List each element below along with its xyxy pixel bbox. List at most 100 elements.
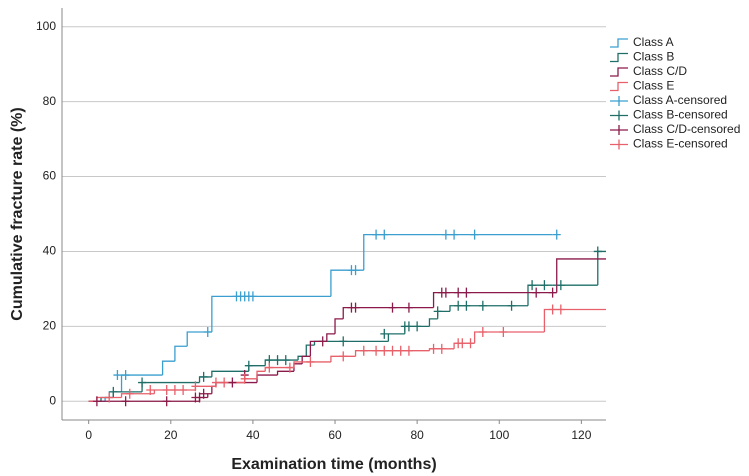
x-tick-label: 0 xyxy=(85,428,92,442)
step-segment xyxy=(334,318,344,334)
y-tick-label: 40 xyxy=(43,244,57,258)
censor-mark xyxy=(240,373,249,384)
legend-label: Class C/D xyxy=(633,64,687,78)
step-segment xyxy=(211,295,331,332)
censor-mark xyxy=(105,392,114,403)
censor-mark xyxy=(454,300,463,311)
censor-mark xyxy=(318,336,327,347)
x-tick-label: 40 xyxy=(246,428,260,442)
step-segment xyxy=(473,331,545,344)
step-segment xyxy=(437,310,450,319)
step-segment xyxy=(309,340,327,357)
censor-mark xyxy=(548,287,557,298)
y-tick-label: 100 xyxy=(36,19,56,33)
step-segment xyxy=(387,333,405,342)
censor-mark xyxy=(540,280,549,291)
censor-mark xyxy=(92,396,101,407)
y-axis-label: Cumulative fracture rate (%) xyxy=(9,107,26,320)
censor-mark xyxy=(121,396,130,407)
censor-mark xyxy=(199,371,208,382)
censor-mark xyxy=(454,287,463,298)
step-segment xyxy=(597,250,606,286)
legend-swatch xyxy=(610,81,628,92)
step-segment xyxy=(264,366,294,372)
censor-mark xyxy=(437,343,446,354)
step-segment xyxy=(293,361,331,368)
censor-mark xyxy=(281,355,290,366)
step-segment xyxy=(120,393,155,398)
step-segment xyxy=(207,393,212,398)
step-segment xyxy=(428,318,438,327)
step-segment xyxy=(301,355,311,364)
step-segment xyxy=(453,342,475,349)
censor-mark xyxy=(203,326,212,337)
censor-mark xyxy=(441,229,450,240)
step-segment xyxy=(432,292,557,308)
censor-mark xyxy=(552,229,561,240)
step-segment xyxy=(256,370,266,379)
step-segment xyxy=(174,345,188,362)
censor-mark xyxy=(273,355,282,366)
censor-mark xyxy=(113,370,122,381)
step-segment xyxy=(293,363,303,372)
step-segment xyxy=(428,348,455,351)
censor-mark xyxy=(429,343,438,354)
censor-mark xyxy=(339,351,348,362)
legend-label: Class E-censored xyxy=(633,137,728,151)
legend-swatch xyxy=(610,52,628,63)
step-segment xyxy=(211,370,249,377)
step-segment xyxy=(112,391,143,398)
censor-mark xyxy=(372,345,381,356)
censor-mark xyxy=(388,302,397,313)
censor-mark xyxy=(138,377,147,388)
legend-swatch xyxy=(610,125,628,135)
x-tick-label: 80 xyxy=(410,428,424,442)
legend-swatch xyxy=(610,96,628,106)
censor-mark xyxy=(380,328,389,339)
censor-mark xyxy=(396,345,405,356)
censor-mark xyxy=(195,392,204,403)
censor-mark xyxy=(441,287,450,298)
censor-mark xyxy=(593,246,602,257)
step-segment xyxy=(330,355,356,362)
censor-mark xyxy=(478,300,487,311)
step-segment xyxy=(342,306,434,319)
censor-mark xyxy=(191,381,200,392)
censor-mark xyxy=(462,287,471,298)
step-segment xyxy=(354,350,430,357)
censor-mark xyxy=(507,300,516,311)
legend-label: Class B-censored xyxy=(633,108,728,122)
legend-label: Class C/D-censored xyxy=(633,122,740,136)
censor-mark xyxy=(351,302,360,313)
censor-mark xyxy=(458,338,467,349)
censor-mark xyxy=(548,304,557,315)
censor-mark xyxy=(146,385,155,396)
censor-mark xyxy=(372,229,381,240)
step-segment xyxy=(108,391,122,398)
step-segment xyxy=(120,374,163,392)
censor-mark xyxy=(556,280,565,291)
censor-mark xyxy=(265,362,274,373)
x-tick-label: 120 xyxy=(571,428,591,442)
step-segment xyxy=(305,344,315,357)
step-segment xyxy=(198,376,212,383)
censor-mark xyxy=(199,388,208,399)
censor-mark xyxy=(462,300,471,311)
censor-mark xyxy=(179,385,188,396)
censor-mark xyxy=(433,306,442,317)
censor-mark xyxy=(162,385,171,396)
censor-mark xyxy=(556,304,565,315)
censor-mark xyxy=(466,338,475,349)
step-segment xyxy=(449,305,528,312)
censor-mark xyxy=(388,345,397,356)
censor-mark xyxy=(499,326,508,337)
x-tick-label: 100 xyxy=(489,428,509,442)
legend-swatch xyxy=(610,139,628,150)
legend-label: Class A xyxy=(633,35,674,49)
step-segment xyxy=(543,308,606,332)
legend-swatch xyxy=(610,67,628,77)
censor-mark xyxy=(404,321,413,332)
censor-mark xyxy=(351,265,360,276)
censor-mark xyxy=(162,396,171,407)
